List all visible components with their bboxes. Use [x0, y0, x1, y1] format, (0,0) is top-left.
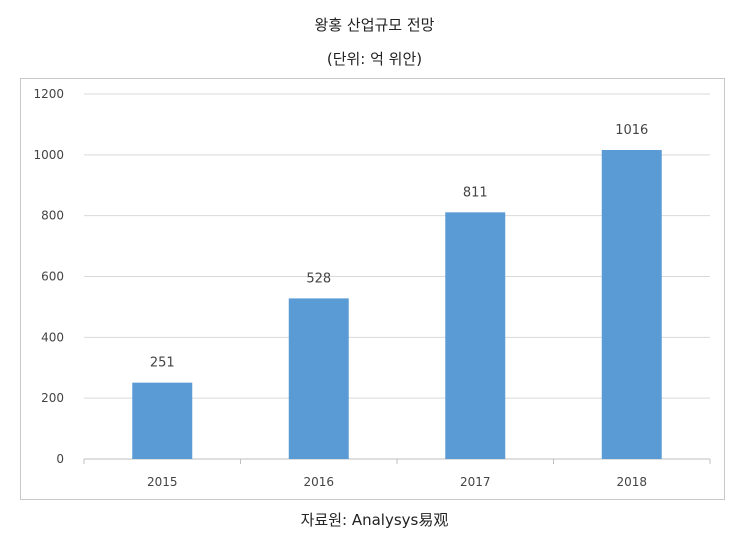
- x-tick-label: 2018: [616, 475, 647, 489]
- chart-frame: [20, 78, 725, 500]
- bar-2018: [601, 149, 662, 459]
- bar-2016: [288, 298, 349, 459]
- source-note: 자료원: Analysys易观: [300, 511, 449, 529]
- x-tick-label: 2016: [303, 475, 334, 489]
- y-tick-label: 600: [41, 270, 64, 284]
- bar-2015: [132, 382, 193, 459]
- y-tick-label: 400: [41, 330, 64, 344]
- data-label: 528: [306, 271, 331, 286]
- data-label: 251: [150, 356, 175, 371]
- chart-title: 왕홍 산업규모 전망: [314, 16, 435, 34]
- y-tick-label: 200: [41, 391, 64, 405]
- x-tick-label: 2017: [460, 475, 491, 489]
- y-tick-label: 800: [41, 209, 64, 223]
- chart-subtitle: (단위: 억 위안): [326, 50, 423, 68]
- y-tick-label: 1200: [33, 87, 64, 101]
- y-tick-label: 1000: [33, 148, 64, 162]
- data-label: 1016: [615, 123, 648, 138]
- x-tick-label: 2015: [147, 475, 178, 489]
- y-tick-label: 0: [56, 452, 64, 466]
- data-label: 811: [463, 185, 488, 200]
- bar-2017: [445, 212, 506, 459]
